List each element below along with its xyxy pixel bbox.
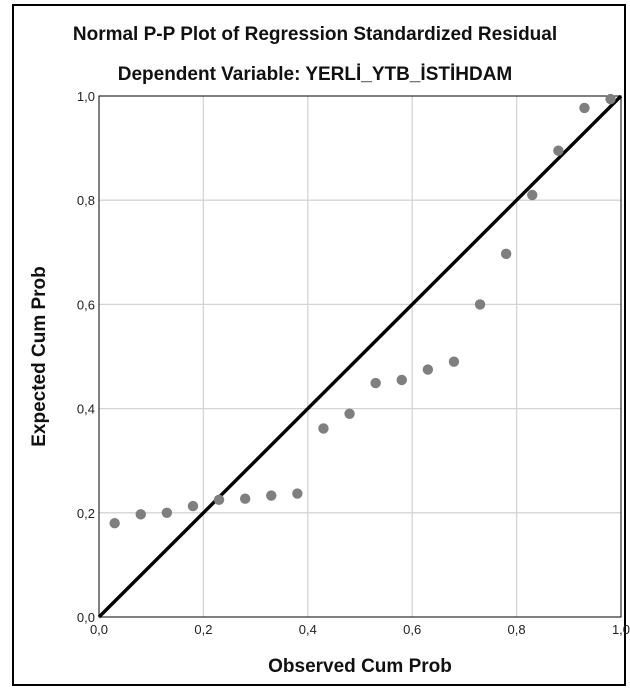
data-point: [239, 493, 251, 504]
reference-line: [97, 94, 623, 619]
chart-frame: [12, 4, 626, 686]
x-tick-label: 0,8: [508, 622, 526, 637]
y-tick-label: 0,0: [77, 610, 95, 625]
x-tick-label: 0,6: [403, 622, 421, 637]
x-tick-label: 0,4: [299, 622, 317, 637]
chart-subtitle: Dependent Variable: YERLİ_YTB_İSTİHDAM: [117, 64, 513, 85]
chart-title: Normal P-P Plot of Regression Standardiz…: [72, 24, 558, 45]
grid-layer: [99, 96, 621, 617]
data-point: [448, 356, 460, 367]
y-tick-label: 0,8: [77, 193, 95, 208]
data-point: [135, 509, 146, 520]
data-point: [292, 488, 303, 499]
data-point: [527, 189, 538, 201]
data-point: [396, 374, 407, 386]
data-point: [370, 377, 381, 389]
plot-area-border: [98, 95, 622, 618]
x-tick-label: 0,2: [194, 622, 212, 637]
data-point: [422, 364, 434, 375]
tick-labels: 0,00,0 0,2 0,2 0,4 0,4 0,6 0,6 0,8 0,8 1,0 1,0: [77, 89, 630, 637]
data-point: [605, 93, 616, 105]
x-axis-label: Observed Cum Prob: [268, 656, 452, 677]
x-tick-label: 1,0: [612, 622, 630, 637]
data-point: [318, 423, 329, 434]
y-tick-label: 1,0: [77, 89, 95, 104]
data-point: [266, 490, 277, 501]
data-point: [579, 102, 590, 114]
data-point: [213, 494, 225, 505]
data-point: [500, 248, 512, 260]
data-points: [109, 93, 616, 529]
y-tick-label: 0,6: [77, 297, 95, 312]
data-point: [109, 518, 120, 529]
data-point: [187, 500, 199, 512]
data-point: [474, 299, 486, 310]
y-axis-label: Expected Cum Prob: [29, 266, 50, 447]
y-tick-label: 0,2: [77, 506, 95, 521]
x-tick-label: 0,0: [90, 622, 108, 637]
data-point: [161, 507, 173, 518]
data-point: [344, 408, 355, 420]
data-point: [553, 145, 564, 156]
y-tick-label: 0,4: [77, 402, 95, 417]
